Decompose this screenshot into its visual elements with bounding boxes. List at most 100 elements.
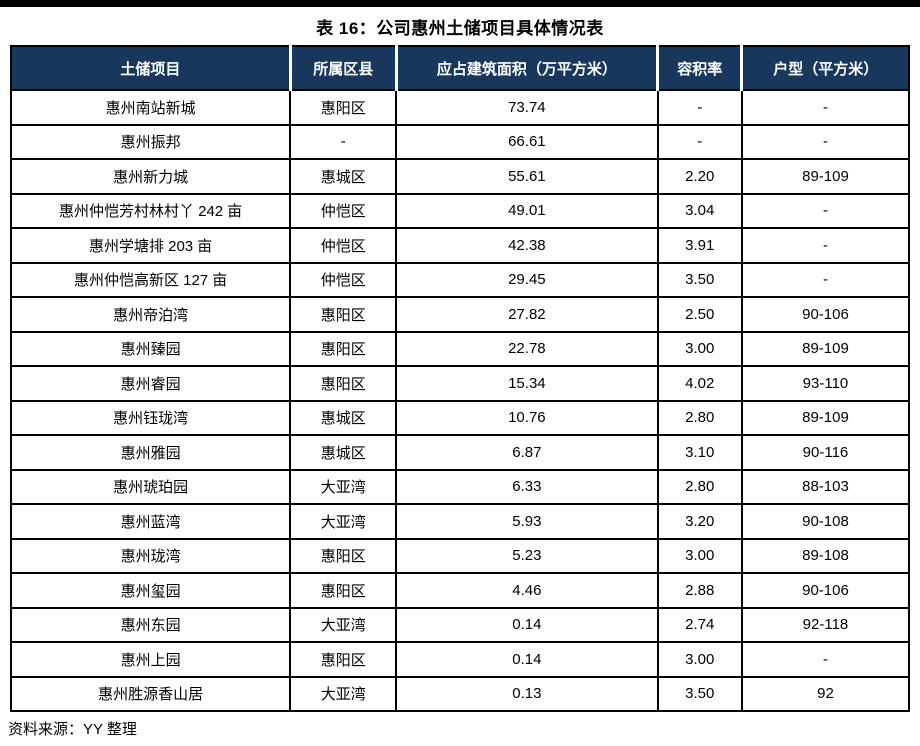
land-reserve-table: 土储项目 所属区县 应占建筑面积（万平方米） 容积率 户型（平方米） 惠州南站新… <box>9 45 911 712</box>
cell: 90-106 <box>740 296 911 333</box>
source-note: 资料来源：YY 整理 <box>8 721 137 738</box>
table-row: 惠州玺园 惠阳区 4.46 2.88 90-106 <box>9 572 911 609</box>
cell: 大亚湾 <box>289 468 398 505</box>
cell: 2.20 <box>656 158 743 195</box>
cell: - <box>740 227 911 264</box>
table-row: 惠州振邦 -66.61- - <box>9 123 911 160</box>
table-row: 惠州帝泊湾 惠阳区 27.82 2.50 90-106 <box>9 296 911 333</box>
cell: 惠阳区 <box>289 365 398 402</box>
cell: 3.00 <box>656 641 743 678</box>
table-row: 惠州东园 大亚湾 0.14 2.74 92-118 <box>9 606 911 643</box>
table-row: 惠州蓝湾 大亚湾 5.93 3.20 90-108 <box>9 503 911 540</box>
cell: 42.38 <box>395 227 659 264</box>
cell: 大亚湾 <box>289 503 398 540</box>
cell: 仲恺区 <box>289 227 398 264</box>
cell: 2.88 <box>656 572 743 609</box>
cell: 0.14 <box>395 606 659 643</box>
cell: 93-110 <box>740 365 911 402</box>
cell: 89-109 <box>740 158 911 195</box>
cell: 惠州玺园 <box>9 572 292 609</box>
header-cell-district: 所属区县 <box>288 45 397 91</box>
cell: 6.87 <box>395 434 659 471</box>
cell: 4.02 <box>656 365 743 402</box>
cell: 5.93 <box>395 503 659 540</box>
cell: - <box>656 89 743 126</box>
cell: 惠州胜源香山居 <box>9 675 292 712</box>
cell: 5.23 <box>395 537 659 574</box>
cell: 3.50 <box>656 675 743 712</box>
cell: 2.80 <box>656 399 743 436</box>
cell: 惠州钰珑湾 <box>9 399 292 436</box>
header-row: 土储项目 所属区县 应占建筑面积（万平方米） 容积率 户型（平方米） <box>9 45 911 91</box>
cell: 惠州雅园 <box>9 434 292 471</box>
cell: 惠州仲恺芳村林村丫 242 亩 <box>9 192 292 229</box>
cell: - <box>740 261 911 298</box>
cell: 73.74 <box>395 89 659 126</box>
cell: 49.01 <box>395 192 659 229</box>
table-row: 惠州琥珀园 大亚湾 6.33 2.80 88-103 <box>9 468 911 505</box>
cell: 惠州睿园 <box>9 365 292 402</box>
cell: 89-109 <box>740 399 911 436</box>
cell: 惠州新力城 <box>9 158 292 195</box>
cell: 88-103 <box>740 468 911 505</box>
cell: - <box>740 123 911 160</box>
cell: 惠阳区 <box>289 330 398 367</box>
table-header: 土储项目 所属区县 应占建筑面积（万平方米） 容积率 户型（平方米） <box>9 45 911 91</box>
cell: 惠州南站新城 <box>9 89 292 126</box>
cell: - <box>289 123 398 160</box>
table-row: 惠州钰珑湾 惠城区 10.76 2.80 89-109 <box>9 399 911 436</box>
cell: 惠州珑湾 <box>9 537 292 574</box>
table-row: 惠州雅园 惠城区 6.87 3.10 90-116 <box>9 434 911 471</box>
table-row: 惠州学塘排 203 亩仲恺区 42.38 3.91- <box>9 227 911 264</box>
cell: 大亚湾 <box>289 675 398 712</box>
table-row: 惠州仲恺高新区 127 亩仲恺区 29.45 3.50- <box>9 261 911 298</box>
header-cell-unit-type: 户型（平方米） <box>740 45 911 91</box>
cell: - <box>740 89 911 126</box>
cell: 3.04 <box>656 192 743 229</box>
cell: 惠阳区 <box>289 537 398 574</box>
header-cell-area: 应占建筑面积（万平方米） <box>394 45 658 91</box>
cell: 89-108 <box>740 537 911 574</box>
cell: 55.61 <box>395 158 659 195</box>
cell: 89-109 <box>740 330 911 367</box>
cell: 惠阳区 <box>289 296 398 333</box>
cell: 惠州琥珀园 <box>9 468 292 505</box>
table-row: 惠州臻园 惠阳区 22.78 3.00 89-109 <box>9 330 911 367</box>
cell: 惠州蓝湾 <box>9 503 292 540</box>
cell: 仲恺区 <box>289 261 398 298</box>
cell: - <box>656 123 743 160</box>
cell: 90-116 <box>740 434 911 471</box>
cell: 仲恺区 <box>289 192 398 229</box>
cell: 0.14 <box>395 641 659 678</box>
cell: 3.20 <box>656 503 743 540</box>
cell: 27.82 <box>395 296 659 333</box>
cell: 惠州东园 <box>9 606 292 643</box>
cell: 90-106 <box>740 572 911 609</box>
cell: 2.80 <box>656 468 743 505</box>
table-row: 惠州上园 惠阳区 0.14 3.00- <box>9 641 911 678</box>
table-row: 惠州珑湾 惠阳区 5.23 3.00 89-108 <box>9 537 911 574</box>
cell: 0.13 <box>395 675 659 712</box>
cell: - <box>740 192 911 229</box>
cell: 惠阳区 <box>289 89 398 126</box>
cell: 3.10 <box>656 434 743 471</box>
cell: 惠州学塘排 203 亩 <box>9 227 292 264</box>
cell: 66.61 <box>395 123 659 160</box>
cell: 29.45 <box>395 261 659 298</box>
cell: 90-108 <box>740 503 911 540</box>
cell: 2.74 <box>656 606 743 643</box>
cell: 92-118 <box>740 606 911 643</box>
cell: 惠州仲恺高新区 127 亩 <box>9 261 292 298</box>
header-cell-project: 土储项目 <box>9 45 291 91</box>
table-row: 惠州新力城 惠城区 55.61 2.20 89-109 <box>9 158 911 195</box>
cell: 惠阳区 <box>289 641 398 678</box>
cell: 惠城区 <box>289 434 398 471</box>
table-row: 惠州仲恺芳村林村丫 242 亩仲恺区 49.01 3.04- <box>9 192 911 229</box>
top-rule-bar <box>0 0 920 7</box>
header-cell-plot-ratio: 容积率 <box>656 45 742 91</box>
cell: 3.00 <box>656 330 743 367</box>
cell: 92 <box>740 675 911 712</box>
table-row: 惠州南站新城 惠阳区 73.74- - <box>9 89 911 126</box>
cell: 4.46 <box>395 572 659 609</box>
